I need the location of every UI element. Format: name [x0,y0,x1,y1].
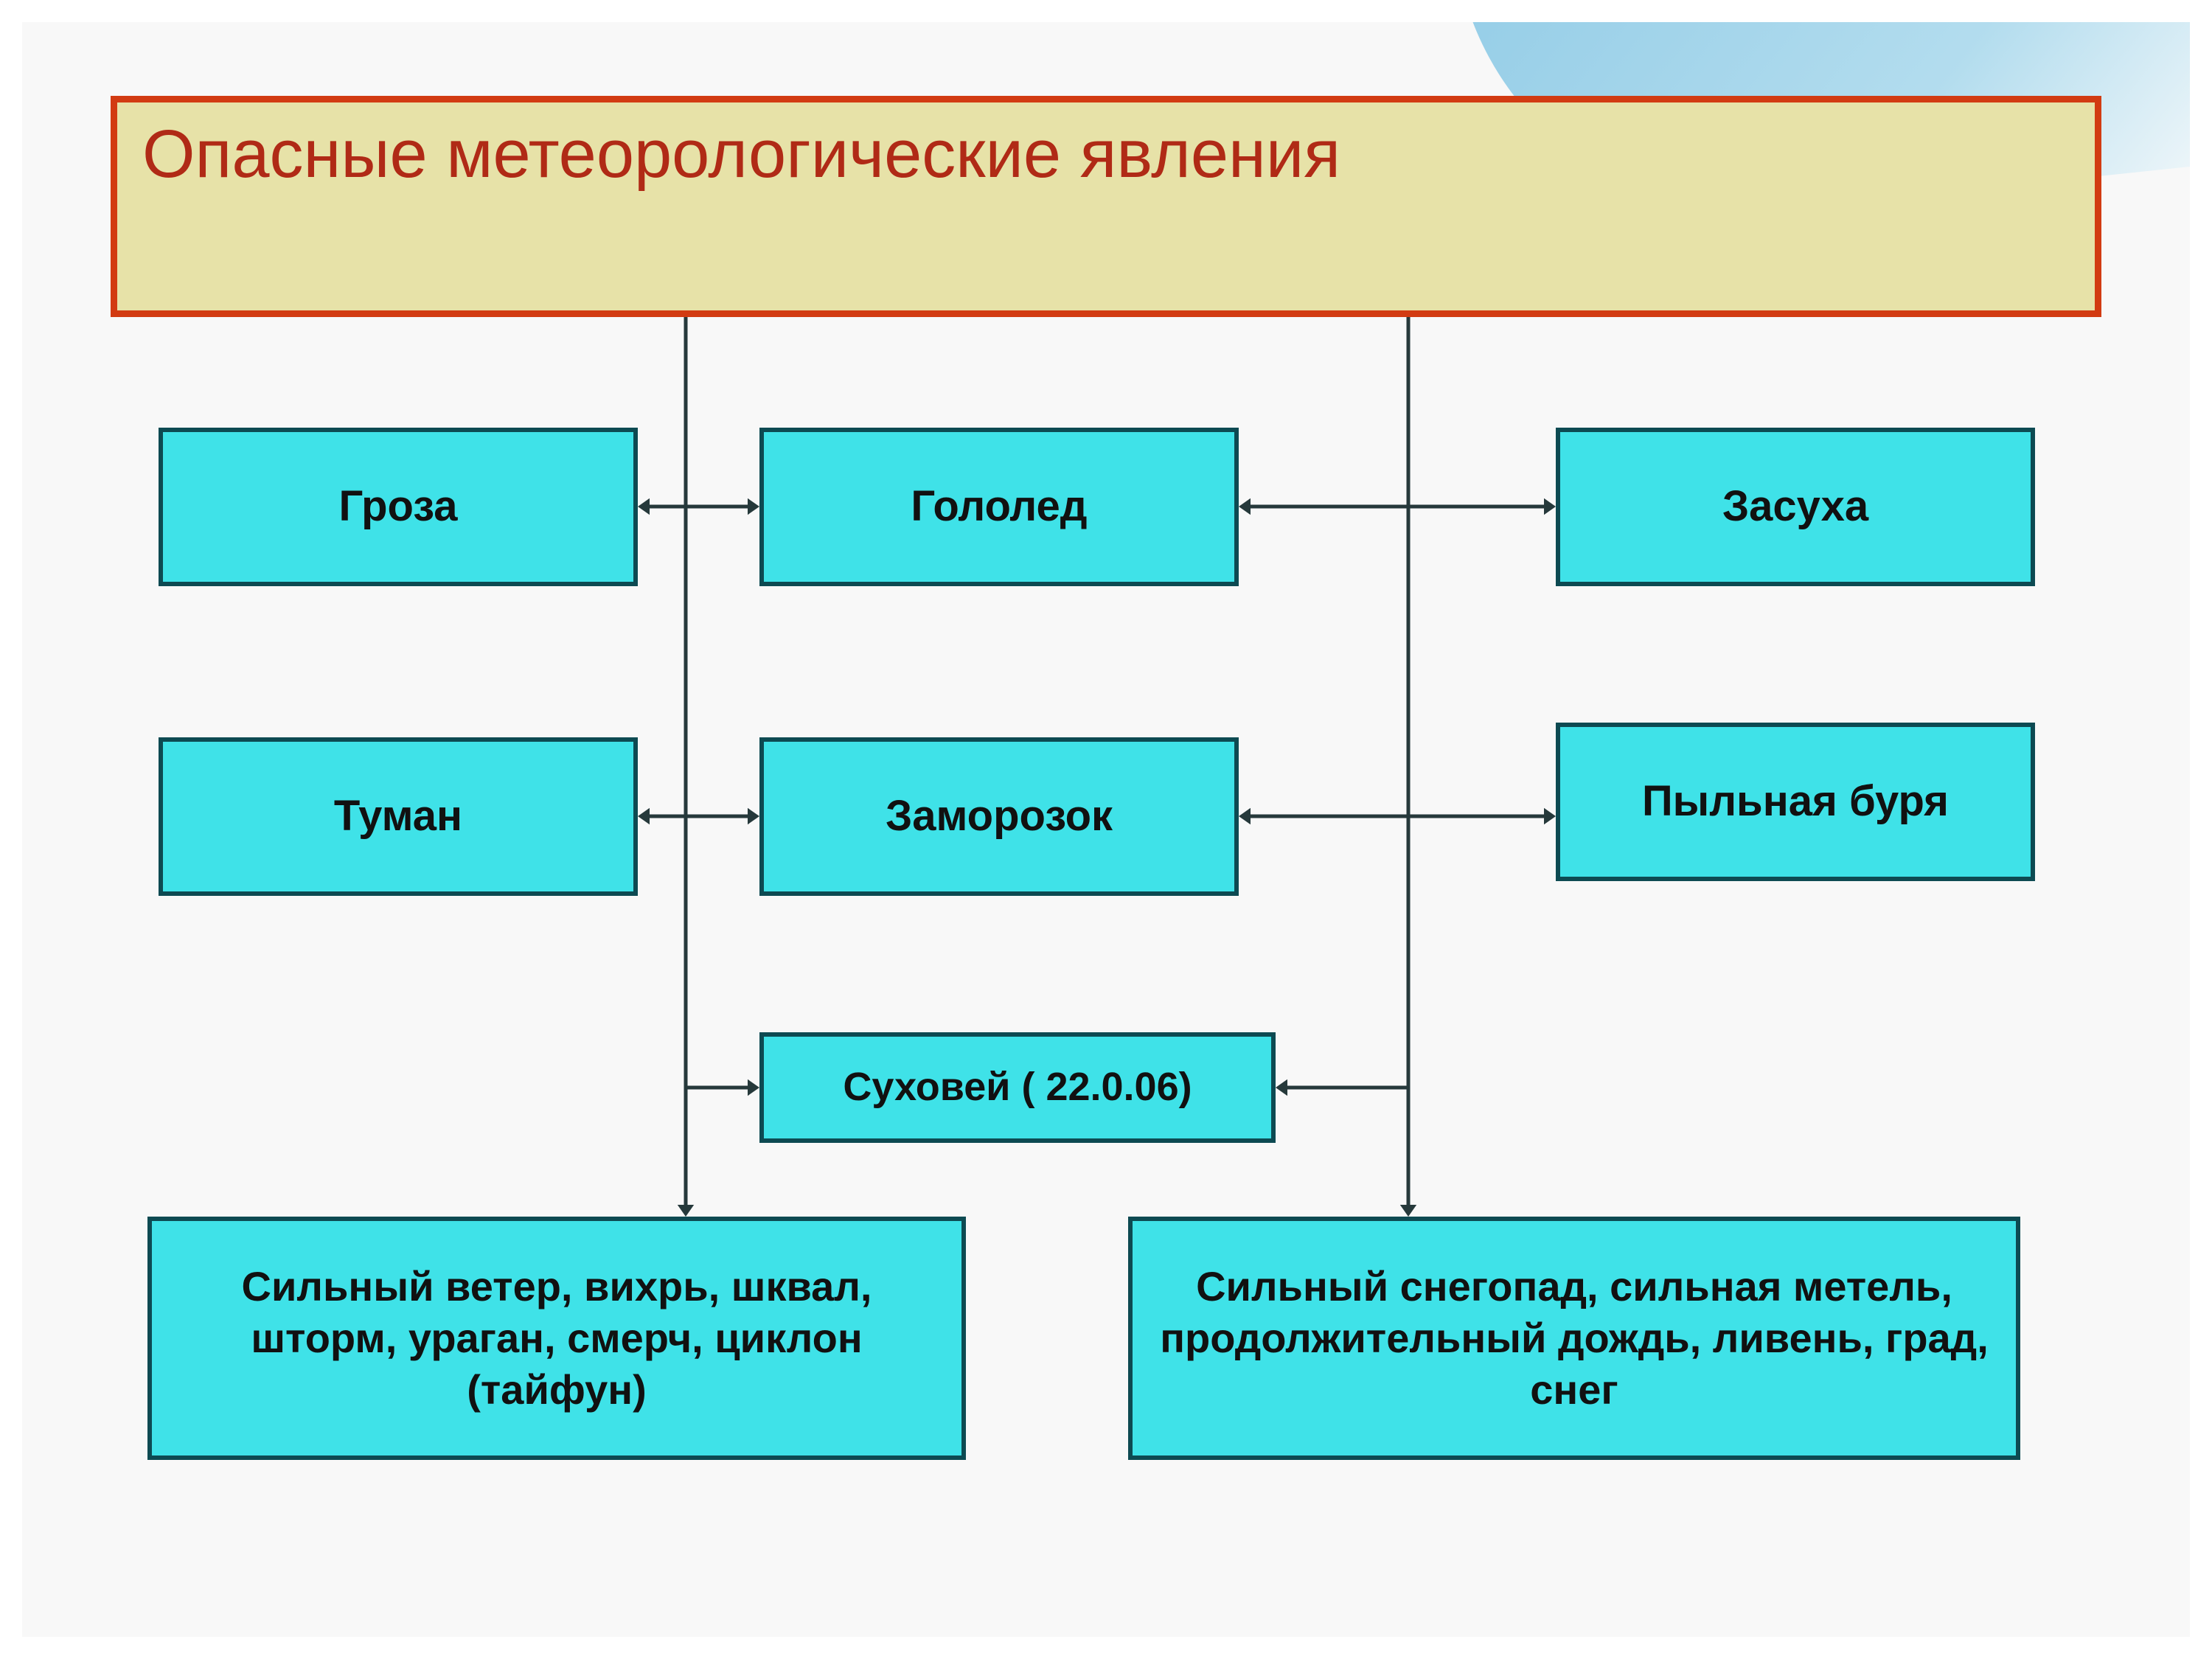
node-label: Засуха [1722,480,1868,534]
node-label: Суховей ( 22.0.06) [843,1062,1192,1113]
node-label: Сильный снегопад, сильная метель, продол… [1146,1261,2003,1416]
node-label: Пыльная буря [1642,775,1949,829]
slide-canvas: Опасные метеорологические явления Гроза … [22,22,2190,1637]
node-zamorozok: Заморозок [759,737,1239,896]
node-gololed: Гололед [759,428,1239,586]
node-zasuha: Засуха [1556,428,2035,586]
node-label: Заморозок [886,790,1113,844]
node-suhovey: Суховей ( 22.0.06) [759,1032,1276,1143]
node-label: Сильный ветер, вихрь, шквал, шторм, ураг… [165,1261,948,1416]
node-groza: Гроза [159,428,638,586]
node-label: Гроза [338,480,457,534]
node-label: Туман [334,790,462,844]
title-text: Опасные метеорологические явления [142,116,1340,193]
node-tuman: Туман [159,737,638,896]
node-pylnaya-burya: Пыльная буря [1556,723,2035,881]
title-box: Опасные метеорологические явления [111,96,2101,317]
node-strong-snow: Сильный снегопад, сильная метель, продол… [1128,1217,2020,1460]
node-strong-wind: Сильный ветер, вихрь, шквал, шторм, ураг… [147,1217,966,1460]
node-label: Гололед [911,480,1087,534]
